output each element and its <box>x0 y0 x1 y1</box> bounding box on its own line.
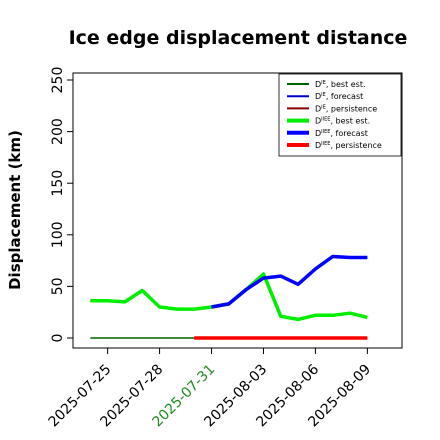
legend-entry-symbol: D <box>315 141 321 150</box>
y-tick-label: 250 <box>50 67 66 94</box>
legend-box <box>278 73 402 157</box>
legend-entry-superscript: IE <box>321 92 326 98</box>
legend-entry-text: , best est. <box>330 117 370 126</box>
y-tick-label: 0 <box>50 334 66 343</box>
legend-entry-text: , best est. <box>326 80 366 89</box>
legend-entry-superscript: IE <box>321 80 326 86</box>
legend-entry-symbol: D <box>315 129 321 138</box>
legend-entry-text: , forecast <box>326 92 363 101</box>
legend-entry-text: , forecast <box>330 129 367 138</box>
y-axis-label: Displacement (km) <box>6 130 24 290</box>
legend-entry-superscript: IIEE <box>321 141 330 147</box>
legend-entry-symbol: D <box>315 80 321 89</box>
legend-entry: DIE, persistence <box>315 104 377 113</box>
legend-entry-text: , persistence <box>330 141 381 150</box>
legend-entry-symbol: D <box>315 92 321 101</box>
legend-entry-superscript: IIEE <box>321 129 330 135</box>
x-axis: 2025-07-252025-07-282025-07-312025-08-03… <box>46 348 374 430</box>
legend-entry: DIIEE, forecast <box>315 129 368 138</box>
legend-entry-text: , persistence <box>326 104 377 113</box>
y-tick-label: 100 <box>50 221 66 248</box>
legend-entry-symbol: D <box>315 117 321 126</box>
chart-title: Ice edge displacement distance <box>69 27 408 49</box>
legend-entry: DIE, forecast <box>315 92 363 101</box>
y-tick-label: 150 <box>50 170 66 197</box>
legend-entry-symbol: D <box>315 104 321 113</box>
series-line-2 <box>211 254 368 309</box>
legend-entry-superscript: IIEE <box>321 117 330 123</box>
series-layer <box>90 254 368 340</box>
legend-entry-superscript: IE <box>321 104 326 110</box>
series-line-1 <box>90 272 368 322</box>
y-tick-label: 200 <box>50 118 66 145</box>
legend-entry: DIIEE, best est. <box>315 117 370 126</box>
y-tick-label: 50 <box>50 277 66 295</box>
legend-entry: DIIEE, persistence <box>315 141 382 150</box>
legend-entry: DIE, best est. <box>315 80 366 89</box>
plot-area <box>72 72 403 349</box>
y-axis: 0 50 100 150 200 250 <box>50 67 73 343</box>
